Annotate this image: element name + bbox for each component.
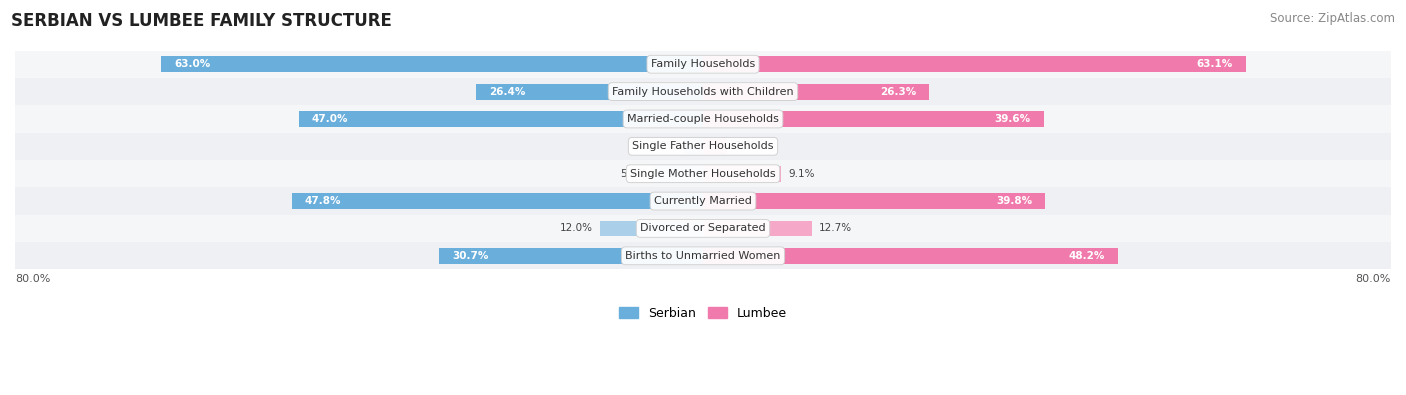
Bar (15, 160, 1391, 187)
Bar (15, 105, 1391, 133)
Bar (162, 56, 703, 72)
Text: Family Households with Children: Family Households with Children (612, 87, 794, 97)
Text: 9.1%: 9.1% (789, 169, 814, 179)
Bar (292, 193, 703, 209)
Bar (299, 111, 703, 127)
Text: Single Father Households: Single Father Households (633, 141, 773, 151)
Bar (15, 133, 1391, 160)
Bar (15, 51, 1391, 78)
Bar (15, 187, 1391, 215)
Bar (703, 220, 813, 236)
Text: Single Mother Households: Single Mother Households (630, 169, 776, 179)
Text: 39.6%: 39.6% (994, 114, 1031, 124)
Text: Births to Unmarried Women: Births to Unmarried Women (626, 251, 780, 261)
Bar (685, 138, 703, 154)
Text: 39.8%: 39.8% (997, 196, 1032, 206)
Text: 26.3%: 26.3% (880, 87, 917, 97)
Legend: Serbian, Lumbee: Serbian, Lumbee (614, 301, 792, 325)
Bar (600, 220, 703, 236)
Text: Currently Married: Currently Married (654, 196, 752, 206)
Bar (15, 242, 1391, 269)
Bar (703, 56, 1246, 72)
Text: 12.0%: 12.0% (560, 224, 593, 233)
Text: 80.0%: 80.0% (15, 274, 51, 284)
Bar (477, 84, 703, 100)
Bar (703, 193, 1045, 209)
Bar (703, 166, 782, 182)
Text: 63.0%: 63.0% (174, 59, 211, 69)
Bar (654, 166, 703, 182)
Text: SERBIAN VS LUMBEE FAMILY STRUCTURE: SERBIAN VS LUMBEE FAMILY STRUCTURE (11, 12, 392, 30)
Text: 30.7%: 30.7% (451, 251, 488, 261)
Bar (703, 248, 1118, 264)
Text: Family Households: Family Households (651, 59, 755, 69)
Text: 12.7%: 12.7% (820, 224, 852, 233)
Text: Source: ZipAtlas.com: Source: ZipAtlas.com (1270, 12, 1395, 25)
Text: Married-couple Households: Married-couple Households (627, 114, 779, 124)
Bar (703, 111, 1043, 127)
Text: 80.0%: 80.0% (1355, 274, 1391, 284)
Text: 2.8%: 2.8% (734, 141, 761, 151)
Text: 26.4%: 26.4% (489, 87, 526, 97)
Bar (439, 248, 703, 264)
Text: 5.7%: 5.7% (620, 169, 647, 179)
Text: 48.2%: 48.2% (1069, 251, 1105, 261)
Text: 47.0%: 47.0% (312, 114, 349, 124)
Text: 63.1%: 63.1% (1197, 59, 1233, 69)
Text: 47.8%: 47.8% (305, 196, 342, 206)
Bar (15, 215, 1391, 242)
Bar (15, 78, 1391, 105)
Bar (703, 84, 929, 100)
Text: Divorced or Separated: Divorced or Separated (640, 224, 766, 233)
Bar (703, 138, 727, 154)
Text: 2.2%: 2.2% (651, 141, 678, 151)
